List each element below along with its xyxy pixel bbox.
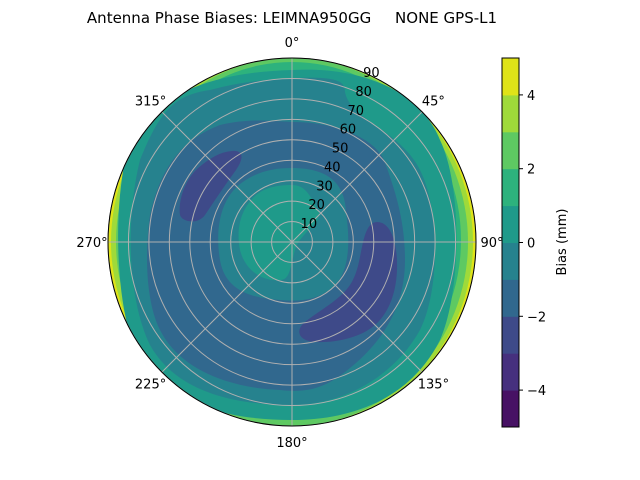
colorbar-band (502, 94, 519, 133)
colorbar-band (502, 168, 519, 207)
colorbar-band (502, 131, 519, 170)
radial-tick-label: 90 (363, 66, 380, 81)
angular-gridline (161, 241, 293, 373)
contour-band-neg3-neg2-se (299, 222, 398, 343)
angular-tick-label: 270° (76, 236, 107, 251)
angular-gridline (291, 241, 423, 373)
colorbar-band (502, 205, 519, 243)
radial-tick-label: 80 (355, 85, 372, 100)
colorbar-tick-label: 0 (527, 237, 535, 252)
angular-tick-label: 225° (135, 377, 166, 392)
colorbar-band (502, 58, 519, 96)
angular-tick-label: 0° (285, 36, 300, 51)
colorbar-tick-label: −2 (527, 310, 546, 325)
angular-tick-labels: 0° 45° 90° 135° 180° 225° 270° 315° (76, 36, 503, 451)
radial-tick-label: 20 (308, 198, 325, 213)
angular-tick-label: 315° (135, 95, 166, 110)
radial-tick-label: 10 (301, 217, 318, 232)
radial-tick-label: 40 (324, 160, 341, 175)
colorbar-band (502, 353, 519, 391)
colorbar-tick-label: −4 (527, 384, 546, 399)
radial-tick-label: 30 (316, 179, 333, 194)
radial-tick-label: 70 (347, 104, 364, 119)
chart-title: Antenna Phase Biases: LEIMNA950GG NONE G… (87, 9, 497, 27)
colorbar-band (502, 242, 519, 280)
colorbar: −4 −2 0 2 4 (501, 57, 546, 428)
contour-band-neg3-neg2-nw (179, 150, 242, 222)
colorbar-band (502, 279, 519, 317)
radial-tick-label: 60 (340, 123, 357, 138)
colorbar-tick-label: 4 (527, 89, 535, 104)
polar-grid (107, 57, 477, 427)
angular-gridline (161, 111, 293, 243)
radial-tick-label: 50 (332, 142, 349, 157)
angular-tick-label: 90° (480, 236, 503, 251)
polar-frame (107, 57, 477, 427)
colorbar-band (502, 390, 519, 428)
colorbar-tick-label: 2 (527, 163, 535, 178)
radial-tick-labels: 10 20 30 40 50 60 70 80 90 (301, 66, 380, 232)
colorbar-band (502, 316, 519, 354)
angular-tick-label: 180° (276, 436, 307, 451)
angular-tick-label: 45° (422, 95, 445, 110)
angular-tick-label: 135° (418, 377, 449, 392)
angular-gridline (291, 111, 423, 243)
colorbar-label: Bias (mm) (555, 209, 570, 276)
